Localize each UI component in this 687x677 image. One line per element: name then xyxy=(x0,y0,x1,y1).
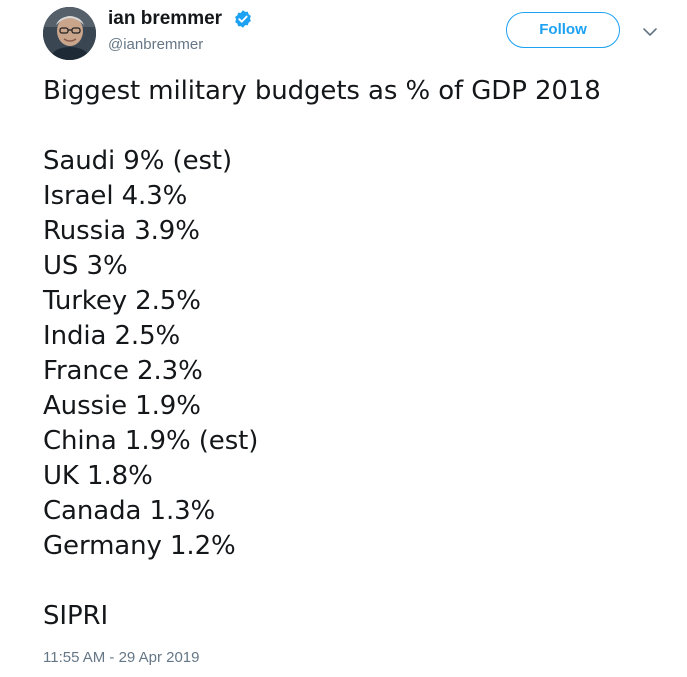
tweet-header: ian bremmer @ianbremmer Follow xyxy=(0,0,687,72)
budget-line: India 2.5% xyxy=(43,321,181,351)
tweet-timestamp[interactable]: 11:55 AM - 29 Apr 2019 xyxy=(43,649,200,666)
avatar[interactable] xyxy=(43,7,96,60)
budget-line: Canada 1.3% xyxy=(43,496,216,526)
verified-badge-icon xyxy=(235,10,251,28)
budget-line: Aussie 1.9% xyxy=(43,391,201,421)
budget-line: Israel 4.3% xyxy=(43,181,188,211)
author-name[interactable]: ian bremmer xyxy=(108,8,223,29)
follow-button[interactable]: Follow xyxy=(506,12,620,48)
author-handle[interactable]: @ianbremmer xyxy=(108,36,204,53)
budget-line: Russia 3.9% xyxy=(43,216,200,246)
tweet-text: Biggest military budgets as % of GDP 201… xyxy=(43,74,663,634)
budget-line: France 2.3% xyxy=(43,356,203,386)
budget-line: Turkey 2.5% xyxy=(43,286,201,316)
blank-line xyxy=(43,564,663,599)
chevron-down-icon[interactable] xyxy=(640,22,660,42)
tweet-title: Biggest military budgets as % of GDP 201… xyxy=(43,76,601,106)
budget-line: Saudi 9% (est) xyxy=(43,146,233,176)
profile-photo xyxy=(43,7,96,60)
budget-line: China 1.9% (est) xyxy=(43,426,259,456)
tweet-source: SIPRI xyxy=(43,601,109,631)
blank-line xyxy=(43,109,663,144)
budget-line: US 3% xyxy=(43,251,128,281)
budget-line: Germany 1.2% xyxy=(43,531,236,561)
budget-line: UK 1.8% xyxy=(43,461,153,491)
